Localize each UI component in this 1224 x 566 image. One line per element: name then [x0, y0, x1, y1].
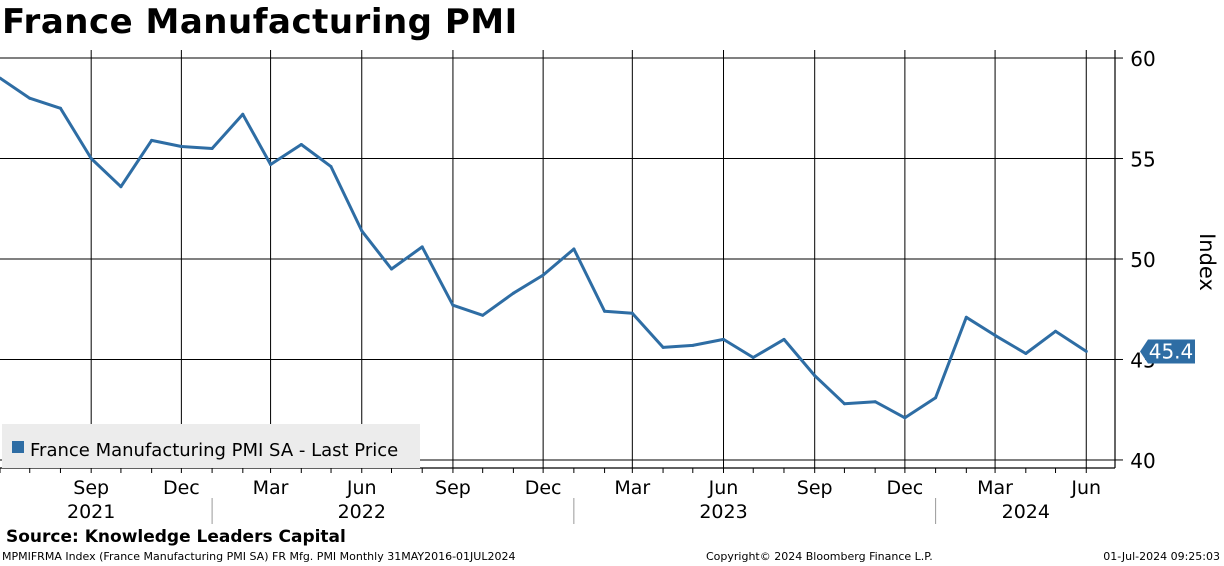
data-point	[241, 112, 245, 116]
data-point	[572, 247, 576, 251]
data-point	[299, 143, 303, 146]
grid-lines	[0, 50, 1115, 468]
x-tick-label: Mar	[977, 477, 1013, 499]
x-tick-label: Jun	[346, 477, 377, 499]
x-axis: Sep Dec Mar Jun Sep Dec Mar Jun Sep Dec Mar Jun 2021…	[0, 468, 1101, 524]
source-text: Source: Knowledge Leaders Capital	[6, 527, 346, 547]
legend-background	[2, 424, 420, 468]
legend-swatch	[12, 441, 24, 453]
data-point	[782, 337, 786, 341]
data-point	[210, 147, 214, 150]
data-point	[179, 145, 183, 148]
last-value-badge	[1140, 339, 1195, 364]
x-tick-label: Sep	[435, 477, 471, 499]
data-point	[1084, 349, 1088, 353]
data-point	[59, 106, 62, 110]
data-point	[481, 313, 485, 317]
data-point	[964, 315, 968, 319]
data-point	[89, 157, 93, 160]
x-year-label: 2023	[699, 501, 747, 523]
x-tick-label: Mar	[253, 477, 289, 499]
data-point	[511, 291, 515, 295]
legend: France Manufacturing PMI SA - Last Price	[2, 424, 420, 468]
data-point	[119, 185, 123, 189]
data-point	[451, 303, 455, 307]
data-point	[813, 374, 817, 378]
x-tick-label: Dec	[525, 477, 562, 499]
data-point	[873, 400, 877, 404]
data-point	[1054, 329, 1057, 333]
y-tick-label: 40	[1130, 449, 1155, 473]
footer-index-description: MPMIFRMA Index (France Manufacturing PMI…	[2, 550, 516, 563]
x-tick-label: Mar	[614, 477, 650, 499]
y-axis-label: Index	[1195, 233, 1219, 291]
series-group	[0, 76, 1088, 420]
x-tick-label: Sep	[73, 477, 109, 499]
x-year-label: 2024	[1002, 501, 1050, 523]
data-point	[420, 245, 424, 249]
data-point	[751, 356, 755, 359]
x-year-label: 2022	[338, 501, 386, 523]
x-year-label: 2021	[67, 501, 115, 523]
data-point	[603, 309, 607, 313]
x-tick-label: Dec	[886, 477, 923, 499]
data-point	[903, 416, 907, 420]
y-tick-label: 55	[1130, 148, 1155, 172]
data-point	[390, 267, 393, 271]
chart-title: France Manufacturing PMI	[2, 2, 518, 42]
data-point	[28, 96, 32, 100]
data-point	[360, 229, 364, 233]
data-point	[993, 333, 997, 337]
data-point	[722, 337, 725, 341]
last-value-text: 45.4	[1149, 339, 1194, 363]
x-tick-label: Sep	[797, 477, 833, 499]
y-tick-label: 50	[1130, 248, 1155, 272]
x-tick-label: Dec	[163, 477, 200, 499]
last-value-label: 45.4	[1140, 339, 1195, 364]
data-point	[934, 396, 938, 400]
data-point	[541, 273, 545, 277]
x-tick-label: Jun	[1070, 477, 1101, 499]
data-point	[150, 138, 154, 142]
y-tick-label: 60	[1130, 47, 1155, 71]
footer-timestamp: 01-Jul-2024 09:25:03	[1103, 550, 1220, 563]
data-point	[1024, 352, 1028, 355]
legend-label: France Manufacturing PMI SA - Last Price	[30, 440, 398, 461]
data-point	[842, 402, 846, 406]
data-point	[661, 345, 665, 349]
data-point	[269, 163, 273, 166]
data-point	[630, 311, 634, 315]
x-tick-label: Jun	[708, 477, 739, 499]
data-point	[329, 165, 333, 169]
footer-copyright: Copyright© 2024 Bloomberg Finance L.P.	[706, 550, 933, 563]
data-point	[0, 76, 2, 80]
data-point	[691, 343, 695, 347]
